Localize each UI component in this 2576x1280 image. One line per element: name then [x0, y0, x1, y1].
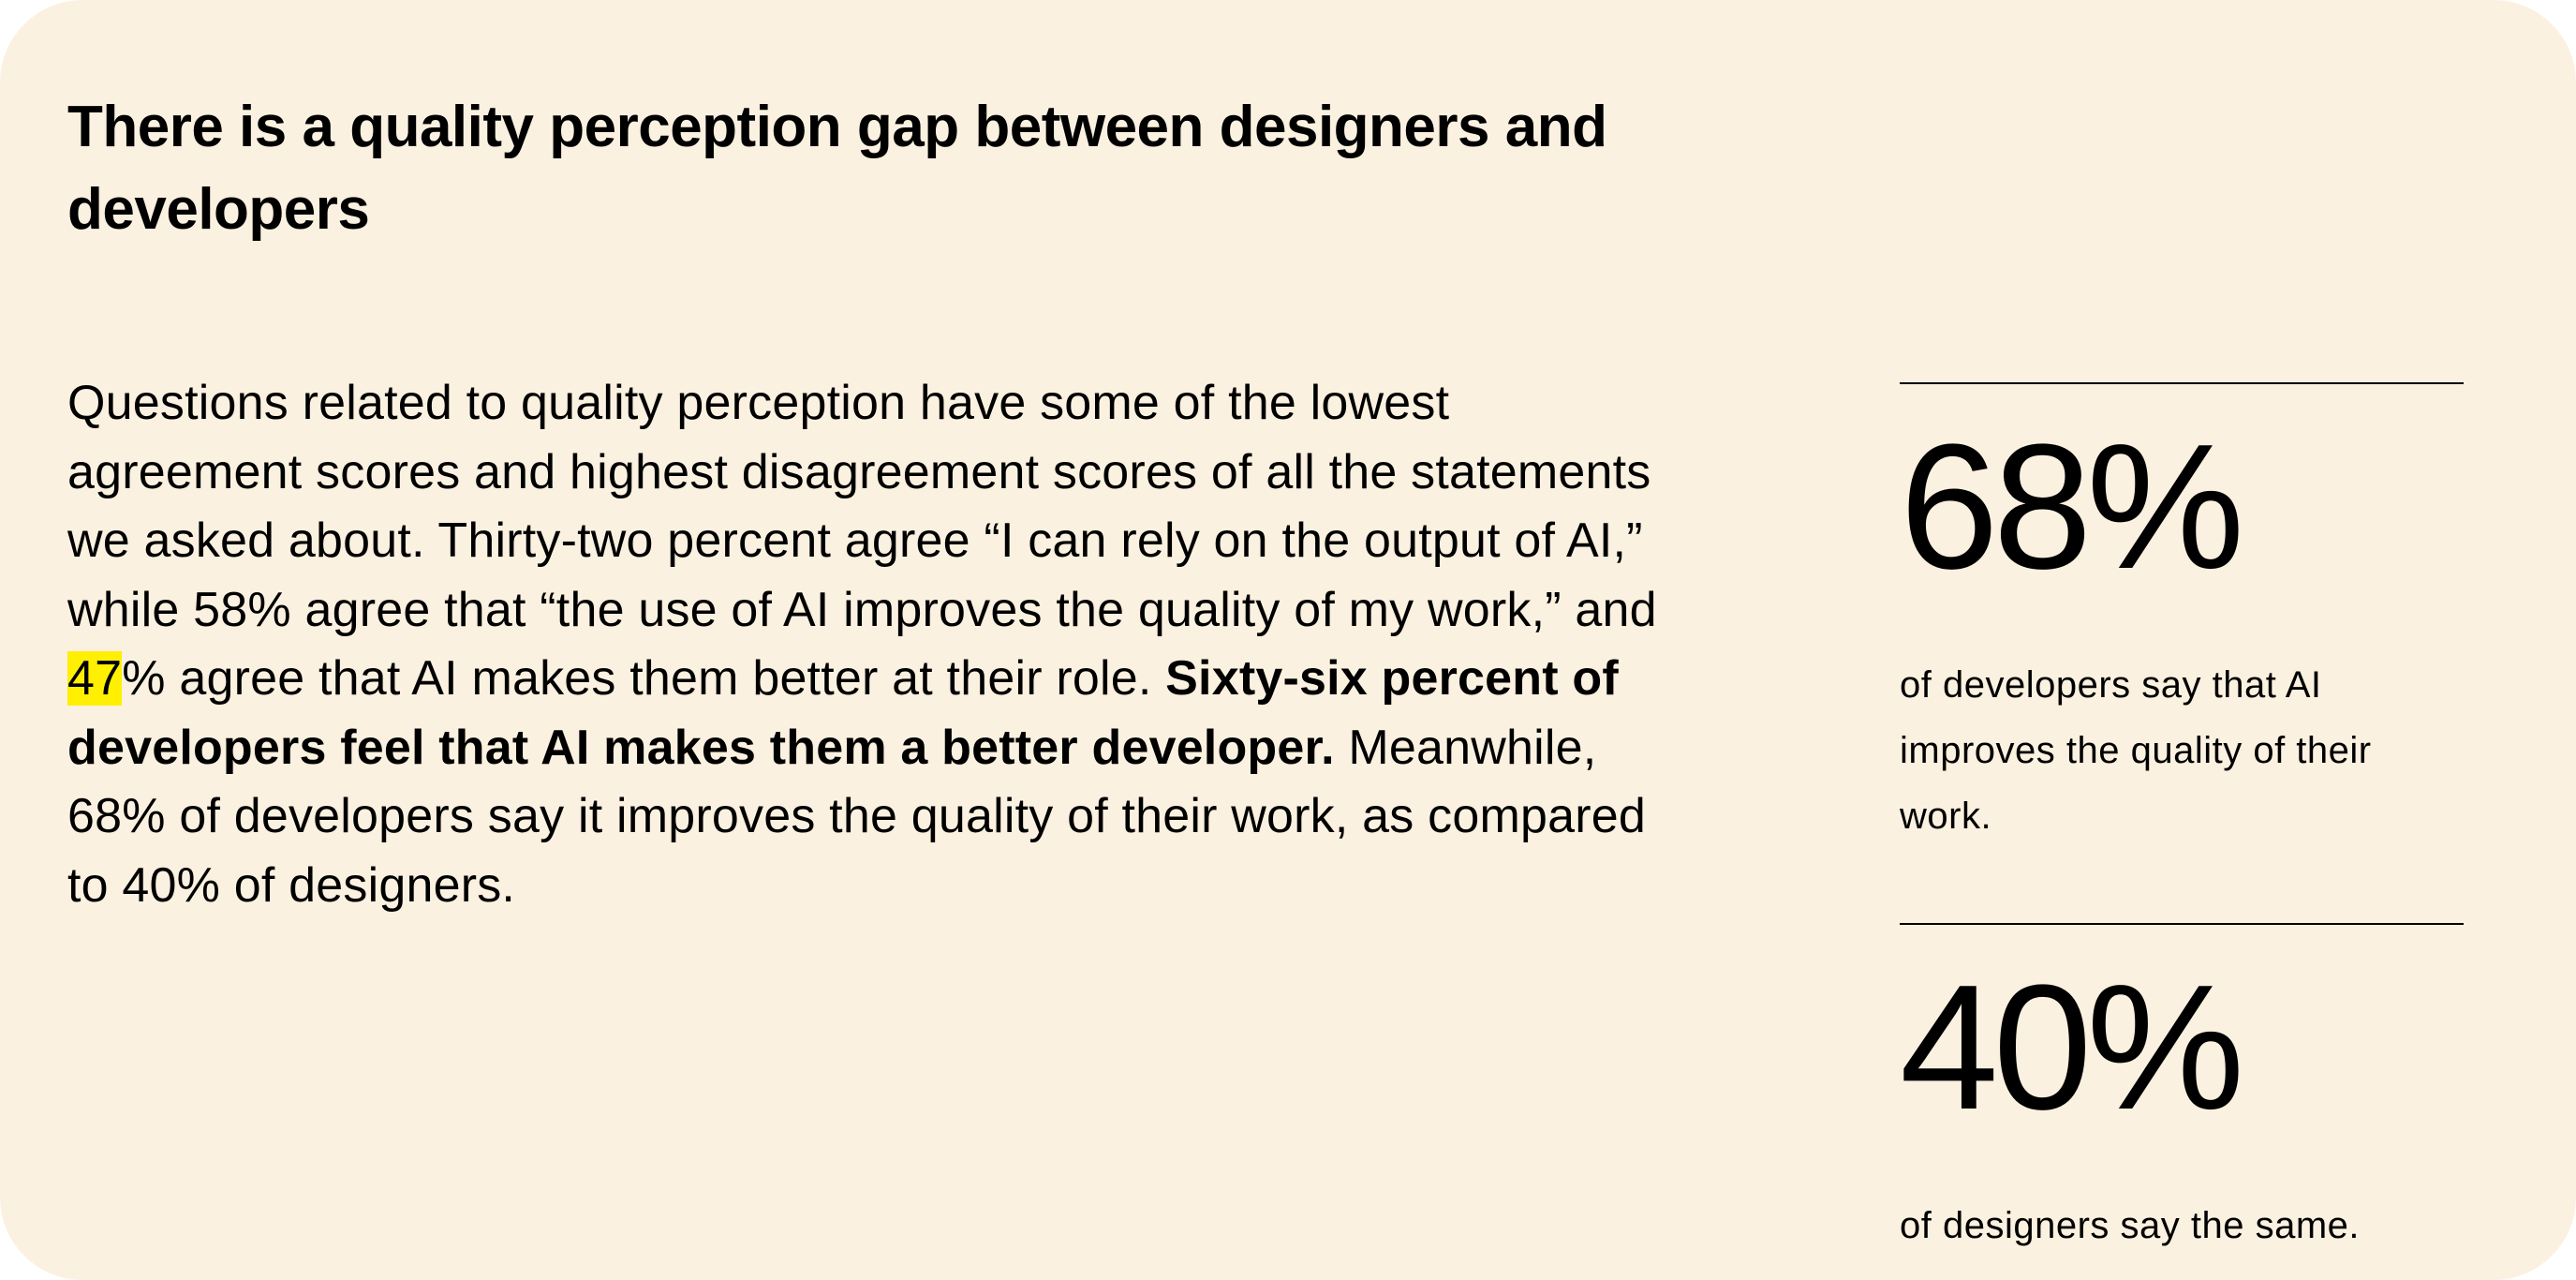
body-text-part-1: Questions related to quality perception …: [67, 376, 1657, 637]
stat-value: 40%: [1900, 948, 2244, 1147]
stat-developers: 68% of developers say that AI improves t…: [1900, 382, 2464, 849]
stat-value: 68%: [1900, 408, 2244, 606]
stat-designers: 40% of designers say the same.: [1900, 923, 2464, 1258]
stat-divider: [1900, 923, 2464, 925]
body-paragraph: Questions related to quality perception …: [67, 369, 1679, 920]
stat-divider: [1900, 382, 2464, 384]
highlighted-number: 47: [67, 651, 123, 706]
stat-caption: of developers say that AI improves the q…: [1900, 664, 2372, 837]
section-heading: There is a quality perception gap betwee…: [67, 95, 1607, 242]
stat-caption: of designers say the same.: [1900, 1205, 2361, 1246]
bold-statement: Sixty-six percent of developers feel tha…: [67, 651, 1619, 775]
body-text-part-2: % agree that AI makes them better at the…: [122, 651, 1166, 706]
body-text-part-3: Meanwhile, 68% of developers say it impr…: [67, 720, 1646, 913]
